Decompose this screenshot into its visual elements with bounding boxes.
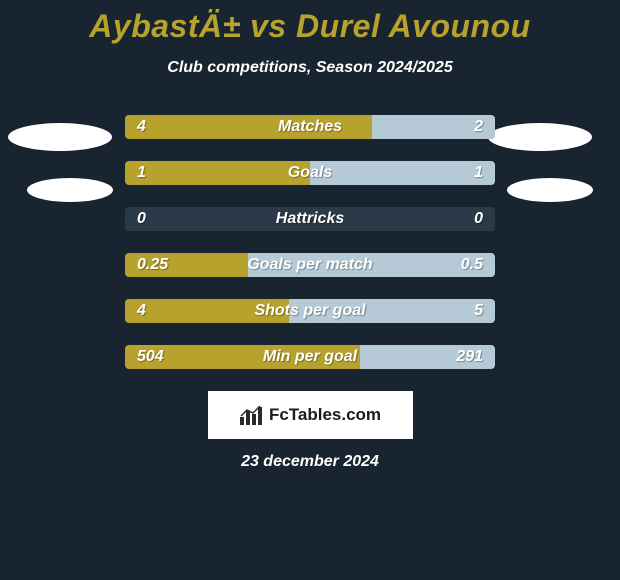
brand-bars-icon	[239, 405, 263, 425]
stat-row: Matches 4 2	[125, 115, 495, 139]
stat-label: Goals	[288, 161, 332, 185]
stat-value-left: 0	[137, 207, 146, 231]
brand-text: FcTables.com	[269, 405, 381, 425]
stat-label: Hattricks	[276, 207, 344, 231]
stat-value-right: 5	[474, 299, 483, 323]
stat-value-left: 4	[137, 115, 146, 139]
stat-value-right: 1	[474, 161, 483, 185]
stat-value-left: 504	[137, 345, 164, 369]
stat-value-left: 4	[137, 299, 146, 323]
stat-row: Min per goal 504 291	[125, 345, 495, 369]
stat-value-left: 1	[137, 161, 146, 185]
stat-value-right: 291	[456, 345, 483, 369]
stat-label: Min per goal	[263, 345, 357, 369]
stat-row: Shots per goal 4 5	[125, 299, 495, 323]
page-subtitle: Club competitions, Season 2024/2025	[0, 59, 620, 77]
stat-value-right: 0.5	[461, 253, 483, 277]
stat-label: Goals per match	[247, 253, 372, 277]
footer-date: 23 december 2024	[0, 453, 620, 471]
stat-label: Matches	[278, 115, 342, 139]
stat-bar-right	[310, 161, 495, 185]
side-ellipse	[488, 123, 592, 151]
stat-bar-left	[125, 161, 310, 185]
stat-row: Goals 1 1	[125, 161, 495, 185]
stat-row: Hattricks 0 0	[125, 207, 495, 231]
side-ellipse	[507, 178, 593, 202]
stat-row: Goals per match 0.25 0.5	[125, 253, 495, 277]
stat-value-right: 2	[474, 115, 483, 139]
page-title: AybastÄ± vs Durel Avounou	[0, 0, 620, 45]
stats-rows: Matches 4 2 Goals 1 1 Hattricks 0 0 Goals per mat…	[0, 115, 620, 369]
comparison-card: AybastÄ± vs Durel Avounou Club competiti…	[0, 0, 620, 580]
stat-value-right: 0	[474, 207, 483, 231]
stat-label: Shots per goal	[254, 299, 365, 323]
stat-value-left: 0.25	[137, 253, 168, 277]
side-ellipse	[8, 123, 112, 151]
brand-box: FcTables.com	[208, 391, 413, 439]
side-ellipse	[27, 178, 113, 202]
